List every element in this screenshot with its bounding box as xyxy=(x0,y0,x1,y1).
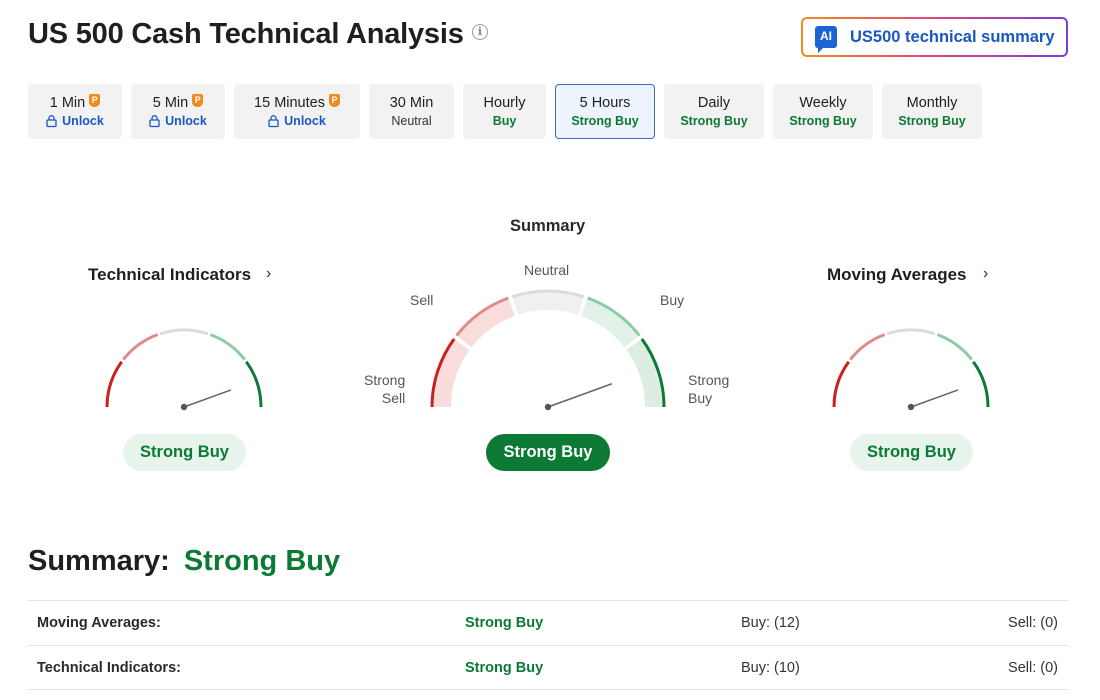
tab-weekly[interactable]: Weekly Strong Buy xyxy=(773,84,873,139)
tab-signal: Unlock xyxy=(149,114,207,128)
tab-signal-text: Unlock xyxy=(284,114,326,128)
row-signal: Strong Buy xyxy=(465,615,544,631)
tab-label: 15 Minutes P xyxy=(254,93,340,111)
row-name: Moving Averages: xyxy=(37,615,161,631)
gauge-label-sell: Sell xyxy=(410,292,434,308)
lock-icon xyxy=(46,115,57,128)
tab-signal: Strong Buy xyxy=(789,114,856,128)
row-buy-count: Buy: (12) xyxy=(741,615,800,631)
technical-indicators-badge: Strong Buy xyxy=(123,434,246,471)
tab-label-text: 30 Min xyxy=(389,95,434,111)
summary-label: Summary: xyxy=(28,545,170,577)
tab-signal: Strong Buy xyxy=(680,114,747,128)
tab-label-text: 5 Min xyxy=(152,95,189,111)
tab-signal: Strong Buy xyxy=(898,114,965,128)
tab-label: 30 Min xyxy=(390,95,434,111)
tab-label-text: 1 Min xyxy=(49,95,86,111)
tab-label-text: Hourly xyxy=(483,95,526,111)
page-title: US 500 Cash Technical Analysis xyxy=(28,18,464,50)
summary-gauge-badge: Strong Buy xyxy=(486,434,610,471)
summary-value: Strong Buy xyxy=(183,545,341,577)
pro-icon: P xyxy=(192,93,204,107)
tab-signal: Neutral xyxy=(391,114,431,128)
tab-5-min[interactable]: 5 Min P Unlock xyxy=(131,84,225,139)
tab-signal-text: Strong Buy xyxy=(789,114,857,128)
gauge-label-strong-buy: Strong Buy xyxy=(688,372,730,406)
moving-averages-badge: Strong Buy xyxy=(850,434,973,471)
summary-gauge xyxy=(430,289,666,411)
ai-button-label: US500 technical summary xyxy=(850,27,1055,46)
page-header: US 500 Cash Technical Analysis i AI US50… xyxy=(28,16,1068,60)
lock-icon xyxy=(268,115,279,128)
technical-indicators-chevron-icon[interactable]: › xyxy=(266,265,272,282)
tab-label: Weekly xyxy=(799,95,846,111)
tab-daily[interactable]: Daily Strong Buy xyxy=(664,84,764,139)
tab-label: Hourly xyxy=(484,95,526,111)
tab-label: 5 Min P xyxy=(152,93,204,111)
ai-chat-icon: AI xyxy=(815,26,837,53)
gauge-label-buy: Buy xyxy=(660,292,685,308)
tab-label: 5 Hours xyxy=(580,95,631,111)
tab-signal-text: Strong Buy xyxy=(680,114,748,128)
row-name: Technical Indicators: xyxy=(37,660,181,676)
row-signal: Strong Buy xyxy=(465,660,544,676)
tab-label-text: 15 Minutes xyxy=(254,95,325,111)
tab-signal-text: Strong Buy xyxy=(571,114,639,128)
pro-icon: P xyxy=(89,93,101,107)
timeframe-tabs: 1 Min P Unlock 5 Min P Unlock 15 Minutes P Unloc… xyxy=(28,84,982,139)
summary-gauge-title: Summary xyxy=(510,217,586,235)
summary-result: Summary: Strong Buy xyxy=(28,545,340,578)
lock-icon xyxy=(149,115,160,128)
moving-averages-gauge xyxy=(832,328,990,411)
tab-15-minutes[interactable]: 15 Minutes P Unlock xyxy=(234,84,360,139)
tab-signal-text: Unlock xyxy=(165,114,207,128)
ai-technical-summary-button[interactable]: AI US500 technical summary xyxy=(801,17,1068,57)
row-buy-count: Buy: (10) xyxy=(741,660,800,676)
summary-table: Moving Averages: Strong Buy Buy: (12) Sell:… xyxy=(28,600,1068,690)
tab-signal: Buy xyxy=(493,114,517,128)
tab-label-text: Monthly xyxy=(906,95,958,111)
tab-monthly[interactable]: Monthly Strong Buy xyxy=(882,84,982,139)
technical-indicators-title[interactable]: Technical Indicators xyxy=(88,265,252,284)
tab-1-min[interactable]: 1 Min P Unlock xyxy=(28,84,122,139)
tab-hourly[interactable]: Hourly Buy xyxy=(463,84,546,139)
tab-signal-text: Strong Buy xyxy=(898,114,966,128)
table-row: Technical Indicators: Strong Buy Buy: (10)… xyxy=(28,645,1068,690)
tab-label: Monthly xyxy=(907,95,958,111)
pro-icon: P xyxy=(328,93,340,107)
gauge-label-strong-sell: Strong Sell xyxy=(364,372,406,406)
info-icon[interactable]: i xyxy=(472,24,488,40)
tab-label-text: Daily xyxy=(697,95,731,111)
tab-signal-text: Buy xyxy=(492,114,517,128)
row-sell-count: Sell: (0) xyxy=(1008,660,1058,676)
tab-signal: Unlock xyxy=(268,114,326,128)
tab-30-min[interactable]: 30 Min Neutral xyxy=(369,84,454,139)
tab-signal-text: Unlock xyxy=(62,114,104,128)
tab-label: 1 Min P xyxy=(49,93,101,111)
tab-5-hours[interactable]: 5 Hours Strong Buy xyxy=(555,84,655,139)
tab-label-text: Weekly xyxy=(799,95,847,111)
tab-signal-text: Neutral xyxy=(391,114,432,128)
tab-label-text: 5 Hours xyxy=(579,95,631,111)
moving-averages-chevron-icon[interactable]: › xyxy=(983,265,989,282)
table-row: Moving Averages: Strong Buy Buy: (12) Sell:… xyxy=(28,600,1068,645)
gauge-label-neutral: Neutral xyxy=(524,262,570,278)
tab-signal: Unlock xyxy=(46,114,104,128)
moving-averages-title[interactable]: Moving Averages xyxy=(827,265,967,284)
row-sell-count: Sell: (0) xyxy=(1008,615,1058,631)
technical-indicators-gauge xyxy=(105,328,263,411)
tab-signal: Strong Buy xyxy=(571,114,638,128)
tab-label: Daily xyxy=(698,95,730,111)
